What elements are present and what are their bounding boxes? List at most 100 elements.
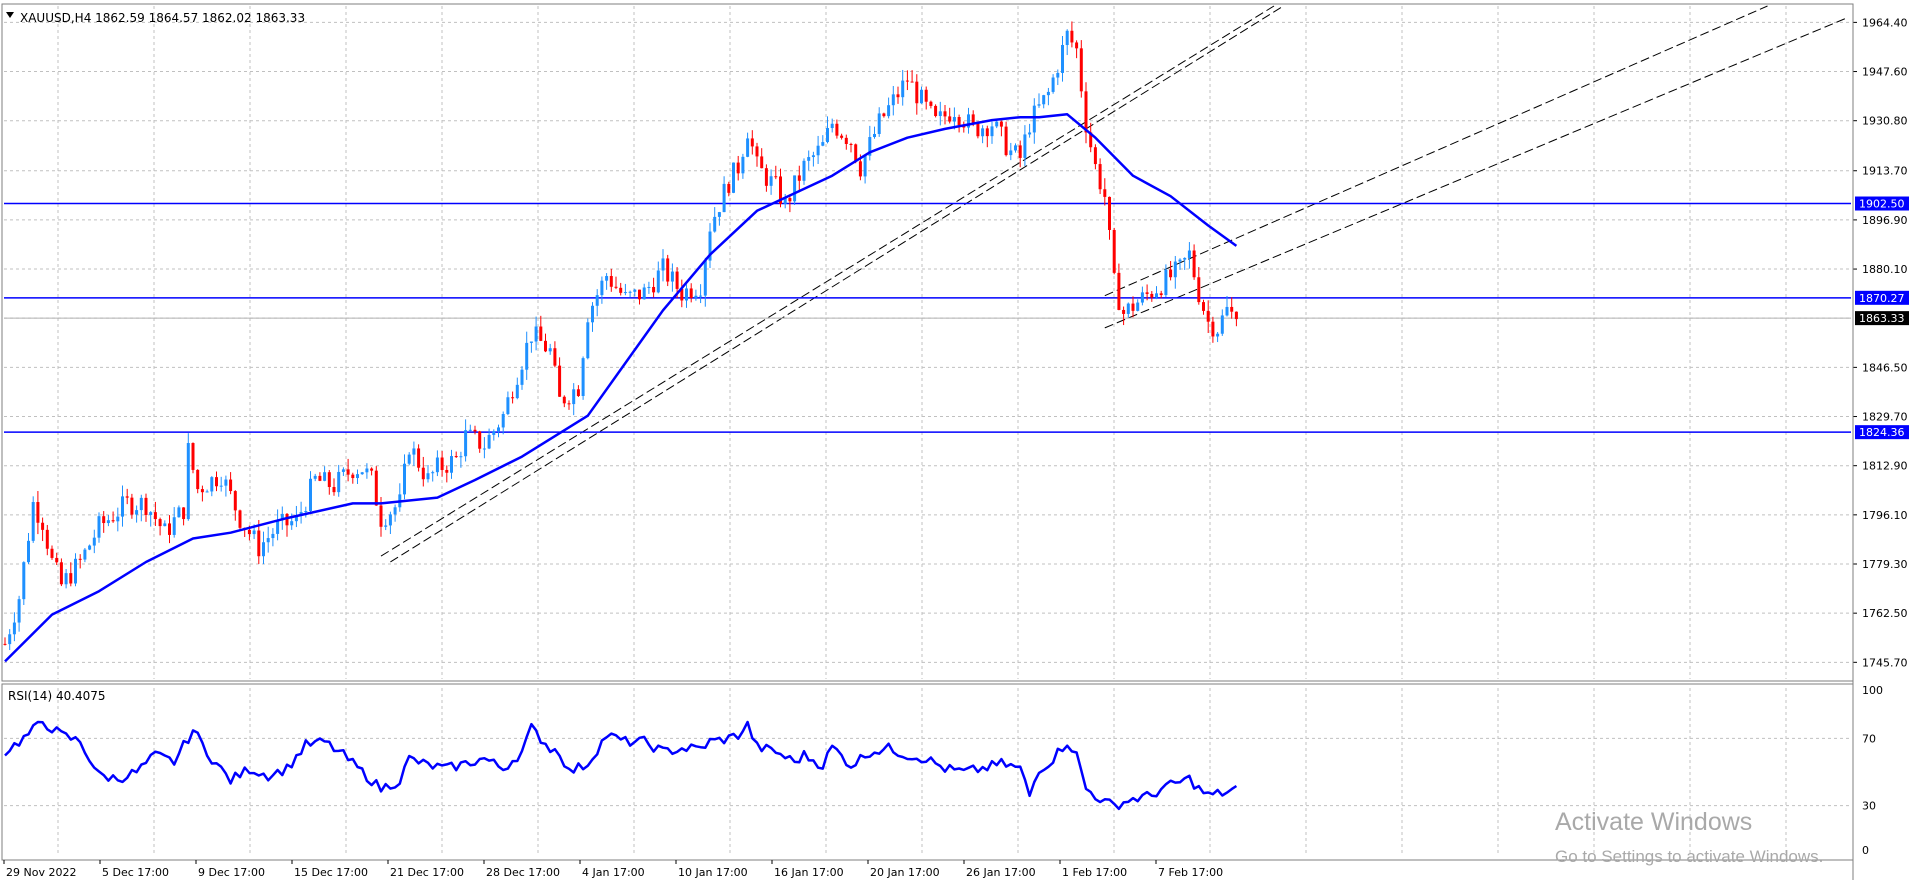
candle-body	[205, 491, 209, 493]
time-tick-label: 29 Nov 2022	[6, 866, 76, 879]
candle-body	[233, 491, 237, 511]
candle-body	[346, 469, 350, 475]
candle-body	[774, 176, 778, 178]
candle-body	[450, 456, 453, 473]
candle-body	[440, 457, 444, 470]
trend-line-channel-upper-1[interactable]	[1104, 5, 1768, 297]
horizontal-levels[interactable]	[4, 202, 1851, 433]
time-tick-label: 7 Feb 17:00	[1158, 866, 1223, 879]
candle-body	[464, 430, 468, 457]
rsi-label: RSI(14) 40.4075	[8, 689, 106, 703]
candle-body	[210, 477, 214, 492]
candle-body	[285, 513, 289, 526]
symbol-header: XAUUSD,H4 1862.59 1864.57 1862.02 1863.3…	[6, 11, 305, 25]
candle-body	[548, 348, 552, 352]
candle-body	[421, 467, 425, 480]
candle-body	[111, 520, 115, 522]
candle-body	[1023, 134, 1027, 158]
candle-body	[36, 502, 40, 523]
candle-body	[59, 562, 63, 585]
candle-body	[125, 496, 129, 498]
candle-body	[163, 523, 167, 527]
candle-body	[106, 520, 110, 524]
trend-lines[interactable]	[380, 5, 1848, 563]
price-pane[interactable]: 1964.40 1947.60 1930.80 1913.70 1896.90 1880.…	[1, 3, 1909, 682]
time-tick-label: 1 Feb 17:00	[1062, 866, 1127, 879]
candle-body	[858, 161, 862, 177]
candle-body	[370, 468, 374, 471]
candle-body	[722, 183, 726, 213]
candle-body	[97, 516, 101, 538]
candle-body	[83, 549, 87, 560]
moving-average-line	[4, 113, 1238, 663]
candle-body	[252, 530, 256, 535]
candle-body	[746, 138, 750, 157]
candle-body	[1065, 30, 1069, 46]
candle-body	[638, 289, 641, 300]
candle-body	[304, 511, 308, 513]
candle-body	[633, 289, 637, 292]
rsi-pane[interactable]: 100 70 30 0 RSI(14) 40.4075	[1, 683, 1883, 861]
candle-body	[506, 397, 510, 415]
candle-body	[407, 454, 411, 464]
candle-body	[229, 479, 233, 492]
candle-body	[1051, 77, 1055, 92]
rsi-tick-label: 0	[1862, 844, 1869, 857]
trend-line-channel-upper-2[interactable]	[1104, 17, 1848, 329]
dropdown-triangle-icon[interactable]	[6, 12, 14, 18]
time-tick-label: 16 Jan 17:00	[774, 866, 844, 879]
candle-body	[31, 502, 35, 541]
candle-body	[905, 80, 909, 82]
candle-body	[797, 175, 801, 181]
candle-body	[656, 270, 660, 293]
candle-body	[539, 326, 543, 341]
candle-body	[670, 271, 674, 282]
time-tick-label: 28 Dec 17:00	[486, 866, 560, 879]
candle-body	[609, 276, 613, 287]
candle-body	[920, 89, 923, 104]
candle-body	[755, 146, 759, 157]
candle-body	[327, 472, 331, 488]
candle-body	[623, 292, 627, 294]
candle-body	[135, 510, 139, 515]
level-price-tag-label: 1824.36	[1859, 426, 1905, 439]
candle-body	[497, 427, 500, 432]
candle-body	[1220, 315, 1224, 334]
level-price-tag	[1855, 425, 1909, 440]
candle-body	[915, 81, 919, 104]
candle-body	[783, 198, 787, 204]
candle-body	[454, 456, 458, 458]
trend-line-channel-lower-2[interactable]	[390, 5, 1284, 563]
candle-body	[1192, 250, 1196, 278]
candle-body	[8, 634, 12, 645]
candle-body	[736, 162, 740, 174]
candle-body	[553, 348, 557, 366]
candle-body	[1173, 261, 1177, 278]
candle-body	[1009, 150, 1013, 156]
candle-body	[896, 94, 900, 98]
candle-body	[417, 448, 421, 468]
price-axis[interactable]: 1964.40 1947.60 1930.80 1913.70 1896.90 1880.…	[1853, 16, 1909, 669]
candle-body	[882, 113, 886, 117]
candle-body	[1018, 145, 1022, 158]
candle-body	[3, 643, 7, 645]
candle-body	[887, 105, 891, 117]
price-tick-label: 1796.10	[1862, 509, 1908, 522]
candle-body	[1216, 333, 1220, 337]
candle-body	[511, 397, 515, 399]
rsi-tick-label: 100	[1862, 684, 1883, 697]
candle-body	[675, 271, 679, 289]
candle-body	[323, 472, 327, 481]
candle-body	[1032, 105, 1036, 133]
candle-body	[130, 497, 134, 515]
candle-body	[64, 573, 68, 585]
candle-body	[976, 122, 980, 137]
time-tick-label: 4 Jan 17:00	[582, 866, 645, 879]
candle-body	[999, 121, 1003, 127]
candle-body	[1178, 259, 1182, 262]
candle-body	[689, 288, 693, 298]
candle-body	[1197, 277, 1201, 303]
candle-body	[605, 276, 609, 281]
trend-line-channel-lower-1[interactable]	[380, 5, 1275, 557]
